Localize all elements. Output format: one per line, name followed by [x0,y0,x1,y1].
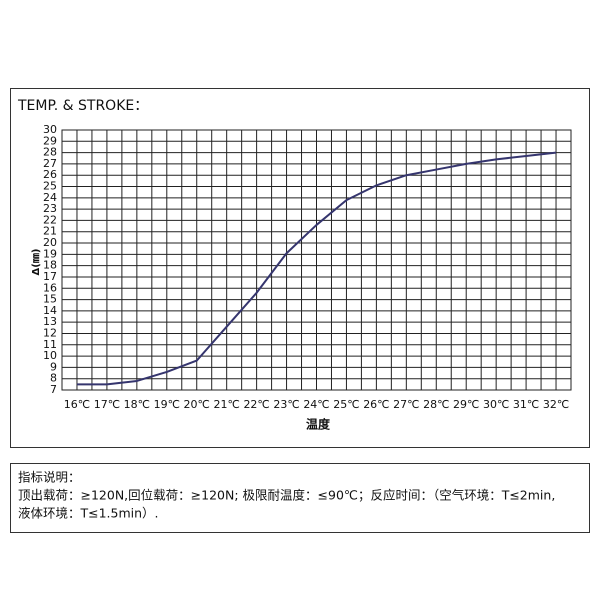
x-tick-label: 26℃ [363,398,389,411]
y-tick-label: 24 [43,191,57,204]
chart-title: TEMP. & STROKE： [17,98,148,114]
x-axis-label: 温度 [306,417,331,432]
y-tick-label: 7 [50,383,57,396]
y-tick-label: 12 [43,326,57,339]
x-tick-label: 24℃ [303,398,329,411]
x-tick-label: 27℃ [393,398,419,411]
y-tick-label: 28 [43,146,57,159]
x-tick-label: 31℃ [513,398,539,411]
x-tick-label: 22℃ [243,398,269,411]
x-tick-label: 21℃ [213,398,239,411]
chart-frame [10,88,590,448]
y-tick-label: 11 [43,338,57,351]
y-tick-label: 26 [43,168,57,181]
y-tick-label: 15 [43,293,57,306]
y-tick-label: 21 [43,225,57,238]
x-tick-label: 16℃ [64,398,90,411]
note-line: 顶出载荷：≥120N,回位载荷：≥120N; 极限耐温度：≤90℃；反应时间：（… [18,488,555,503]
y-tick-label: 8 [50,372,57,385]
x-tick-label: 23℃ [273,398,299,411]
y-axis-label: Δ(㎜) [31,249,42,276]
y-tick-label: 17 [43,270,57,283]
y-tick-label: 30 [43,123,57,136]
y-tick-label: 10 [43,349,57,362]
y-tick-label: 19 [43,247,57,260]
y-tick-label: 27 [43,157,57,170]
x-tick-label: 18℃ [124,398,150,411]
note-line: 液体环境：T≤1.5min）. [18,506,159,521]
y-tick-label: 25 [43,180,57,193]
x-tick-label: 32℃ [543,398,569,411]
y-tick-label: 22 [43,213,57,226]
x-tick-label: 20℃ [184,398,210,411]
y-tick-label: 14 [43,304,57,317]
x-tick-label: 28℃ [423,398,449,411]
x-tick-label: 25℃ [333,398,359,411]
y-tick-label: 16 [43,281,57,294]
data-line [76,151,557,386]
x-tick-label: 29℃ [453,398,479,411]
x-tick-label: 17℃ [94,398,120,411]
y-tick-label: 18 [43,259,57,272]
note-line: 指标说明： [18,470,81,485]
notes-frame [10,463,590,533]
y-tick-label: 29 [43,134,57,147]
y-tick-label: 20 [43,236,57,249]
y-tick-label: 9 [50,360,57,373]
x-tick-label: 30℃ [483,398,509,411]
x-tick-label: 19℃ [154,398,180,411]
y-tick-label: 23 [43,202,57,215]
y-tick-label: 13 [43,315,57,328]
